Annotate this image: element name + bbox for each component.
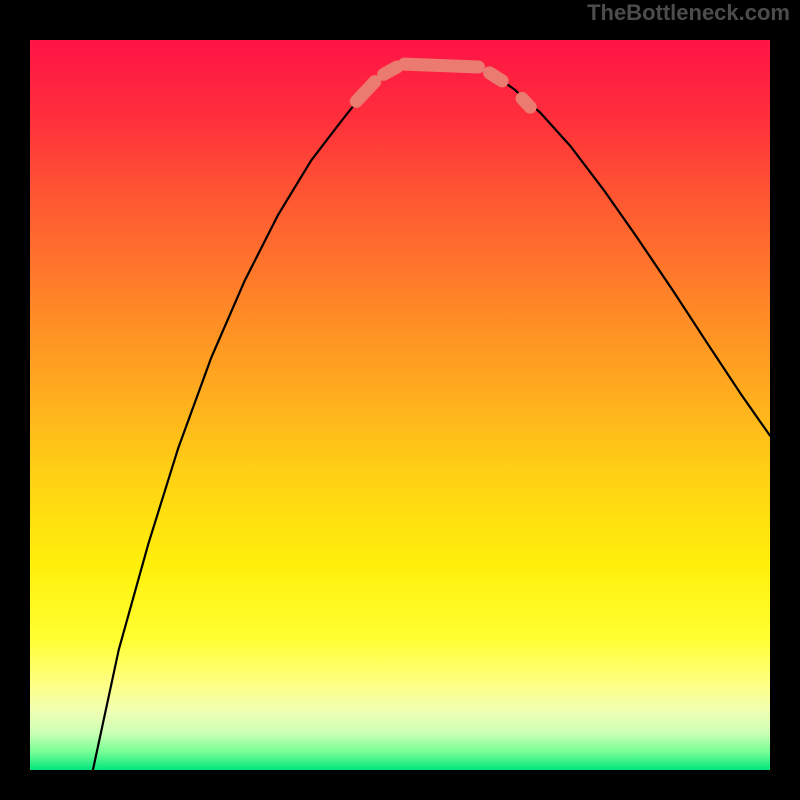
- attribution-watermark: TheBottleneck.com: [587, 0, 790, 25]
- chart-background: [30, 40, 770, 770]
- marker-segment-2: [404, 64, 478, 67]
- marker-segment-3: [490, 73, 503, 81]
- marker-segment-4: [522, 98, 530, 107]
- marker-segment-1: [384, 67, 397, 74]
